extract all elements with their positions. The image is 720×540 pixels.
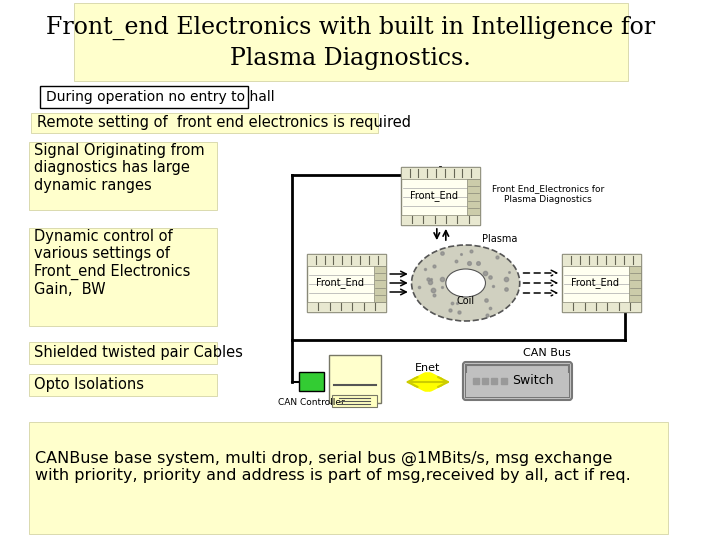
Ellipse shape	[412, 245, 520, 321]
Text: Front_end Electronics with built in Intelligence for: Front_end Electronics with built in Inte…	[46, 16, 655, 40]
Text: During operation no entry to hall: During operation no entry to hall	[45, 90, 274, 104]
Bar	[30, 228, 217, 326]
Text: CANBuse base system, multi drop, serial bus @1MBits/s, msg exchange
with priorit: CANBuse base system, multi drop, serial …	[35, 451, 631, 483]
Text: Front_End: Front_End	[410, 191, 458, 201]
Text: Enet: Enet	[415, 363, 441, 373]
Bar	[401, 167, 480, 225]
Bar	[562, 302, 642, 312]
Bar	[30, 374, 217, 396]
Text: Front End_Electronics for
Plasma Diagnostics: Front End_Electronics for Plasma Diagnos…	[492, 184, 604, 204]
Bar	[73, 3, 628, 81]
FancyBboxPatch shape	[463, 362, 572, 400]
Bar	[328, 355, 381, 403]
Bar	[299, 372, 324, 391]
Text: Front_End: Front_End	[572, 278, 619, 288]
Text: Switch: Switch	[512, 375, 554, 388]
Text: Shielded twisted pair Cables: Shielded twisted pair Cables	[34, 346, 243, 361]
Text: Front_End: Front_End	[316, 278, 364, 288]
Ellipse shape	[446, 269, 485, 297]
Bar	[374, 266, 387, 302]
Bar	[466, 373, 570, 397]
Bar	[562, 254, 642, 266]
Bar	[307, 254, 387, 312]
Bar	[31, 113, 378, 133]
Bar	[401, 167, 480, 179]
Bar	[332, 395, 377, 407]
Text: Remote setting of  front end electronics is required: Remote setting of front end electronics …	[37, 116, 410, 131]
Bar	[40, 86, 248, 108]
Bar	[30, 422, 667, 534]
Bar	[466, 365, 570, 397]
Bar	[307, 302, 387, 312]
Text: Plasma Diagnostics.: Plasma Diagnostics.	[230, 46, 471, 70]
Bar	[629, 266, 642, 302]
Text: Coil: Coil	[456, 296, 474, 306]
Text: Dynamic control of
various settings of
Front_end Electronics
Gain,  BW: Dynamic control of various settings of F…	[34, 229, 190, 298]
Text: CAN Controller: CAN Controller	[278, 398, 345, 407]
Text: Signal Originating from
diagnostics has large
dynamic ranges: Signal Originating from diagnostics has …	[34, 143, 204, 193]
Bar	[307, 254, 387, 266]
Text: Opto Isolations: Opto Isolations	[34, 377, 144, 393]
Text: CAN Bus: CAN Bus	[523, 348, 571, 358]
Bar	[562, 254, 642, 312]
Bar	[467, 179, 480, 215]
Text: Plasma: Plasma	[482, 234, 517, 244]
Bar	[401, 215, 480, 225]
Bar	[30, 142, 217, 210]
Bar	[30, 342, 217, 364]
